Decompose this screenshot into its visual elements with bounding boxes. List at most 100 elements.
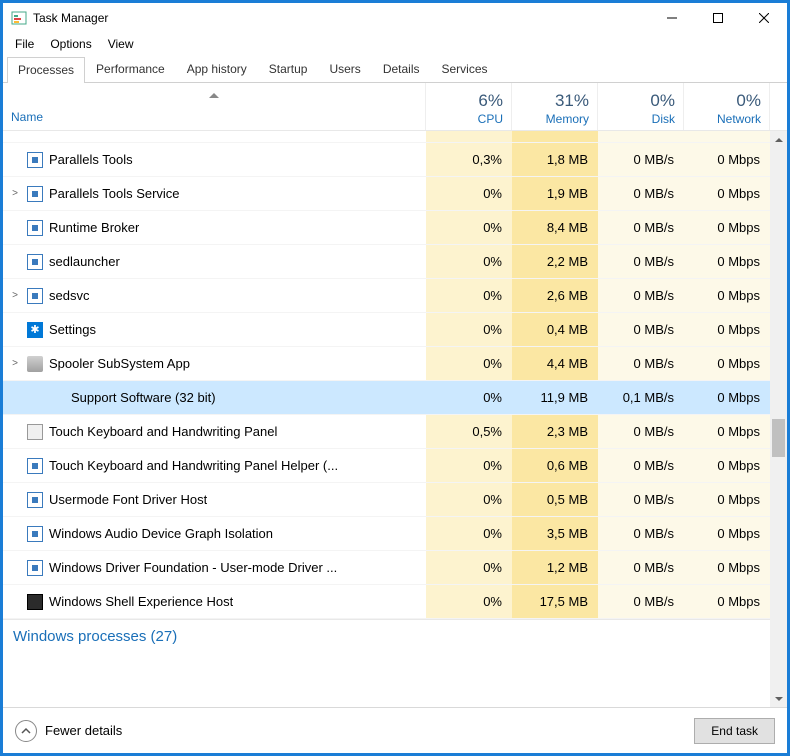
table-row[interactable]: > Spooler SubSystem App 0% 4,4 MB 0 MB/s… bbox=[3, 347, 770, 381]
cpu-percent: 6% bbox=[478, 91, 503, 111]
cpu-cell: 0% bbox=[426, 449, 512, 482]
network-cell: 0 Mbps bbox=[684, 449, 770, 482]
tab-app-history[interactable]: App history bbox=[176, 56, 258, 82]
scroll-down-icon[interactable] bbox=[770, 690, 787, 707]
column-network[interactable]: 0% Network bbox=[684, 83, 770, 130]
table-row[interactable]: Windows Driver Foundation - User-mode Dr… bbox=[3, 551, 770, 585]
process-name: Runtime Broker bbox=[49, 220, 139, 235]
column-cpu[interactable]: 6% CPU bbox=[426, 83, 512, 130]
cpu-cell: 0% bbox=[426, 483, 512, 516]
table-row[interactable]: Touch Keyboard and Handwriting Panel 0,5… bbox=[3, 415, 770, 449]
column-memory[interactable]: 31% Memory bbox=[512, 83, 598, 130]
tab-details[interactable]: Details bbox=[372, 56, 431, 82]
cpu-cell: 0% bbox=[426, 347, 512, 380]
window-controls bbox=[649, 3, 787, 33]
process-name-cell: > Parallels Tools Service bbox=[3, 177, 426, 210]
disk-cell: 0 MB/s bbox=[598, 551, 684, 584]
process-name-cell: > Spooler SubSystem App bbox=[3, 347, 426, 380]
process-name: sedlauncher bbox=[49, 254, 120, 269]
table-row[interactable]: Usermode Font Driver Host 0% 0,5 MB 0 MB… bbox=[3, 483, 770, 517]
content-area: Name 6% CPU 31% Memory 0% Disk 0% Networ… bbox=[3, 83, 787, 707]
expand-toggle[interactable]: > bbox=[9, 290, 21, 301]
disk-cell: 0 MB/s bbox=[598, 211, 684, 244]
app-default-icon bbox=[27, 492, 43, 508]
memory-label: Memory bbox=[546, 112, 589, 126]
process-name: Windows Shell Experience Host bbox=[49, 594, 233, 609]
tab-processes[interactable]: Processes bbox=[7, 57, 85, 83]
disk-cell: 0 MB/s bbox=[598, 245, 684, 278]
process-name-cell: Parallels Tools bbox=[3, 143, 426, 176]
app-default-icon bbox=[27, 288, 43, 304]
scroll-up-icon[interactable] bbox=[770, 131, 787, 148]
process-name-cell: sedlauncher bbox=[3, 245, 426, 278]
window-title: Task Manager bbox=[33, 11, 649, 25]
tab-startup[interactable]: Startup bbox=[258, 56, 319, 82]
process-name: Touch Keyboard and Handwriting Panel bbox=[49, 424, 277, 439]
cpu-cell: 0,5% bbox=[426, 415, 512, 448]
memory-cell: 1,2 MB bbox=[512, 551, 598, 584]
menu-options[interactable]: Options bbox=[44, 35, 97, 53]
menu-file[interactable]: File bbox=[9, 35, 40, 53]
disk-cell: 0 MB/s bbox=[598, 585, 684, 618]
tab-services[interactable]: Services bbox=[431, 56, 499, 82]
vertical-scrollbar[interactable] bbox=[770, 131, 787, 707]
network-cell: 0 Mbps bbox=[684, 517, 770, 550]
network-cell: 0 Mbps bbox=[684, 279, 770, 312]
table-row[interactable]: Support Software (32 bit) 0% 11,9 MB 0,1… bbox=[3, 381, 770, 415]
gear-icon: ✱ bbox=[27, 322, 43, 338]
app-default-icon bbox=[27, 152, 43, 168]
table-row[interactable]: Touch Keyboard and Handwriting Panel Hel… bbox=[3, 449, 770, 483]
end-task-button[interactable]: End task bbox=[694, 718, 775, 744]
disk-cell: 0 MB/s bbox=[598, 177, 684, 210]
menubar: File Options View bbox=[3, 33, 787, 55]
network-cell: 0 Mbps bbox=[684, 585, 770, 618]
printer-icon bbox=[27, 356, 43, 372]
table-row[interactable]: Parallels Tools 0,3% 1,8 MB 0 MB/s 0 Mbp… bbox=[3, 143, 770, 177]
memory-cell: 1,9 MB bbox=[512, 177, 598, 210]
table-row[interactable]: > sedsvc 0% 2,6 MB 0 MB/s 0 Mbps bbox=[3, 279, 770, 313]
tabbar: Processes Performance App history Startu… bbox=[3, 55, 787, 83]
app-icon bbox=[11, 10, 27, 26]
table-row-partial[interactable] bbox=[3, 131, 770, 143]
column-name[interactable]: Name bbox=[3, 83, 426, 130]
menu-view[interactable]: View bbox=[102, 35, 140, 53]
process-group-header[interactable]: Windows processes (27) bbox=[3, 619, 770, 653]
scroll-thumb[interactable] bbox=[772, 419, 785, 457]
expand-toggle[interactable]: > bbox=[9, 358, 21, 369]
fewer-details-button[interactable]: Fewer details bbox=[15, 720, 122, 742]
process-name-cell: Windows Driver Foundation - User-mode Dr… bbox=[3, 551, 426, 584]
memory-percent: 31% bbox=[555, 91, 589, 111]
process-list[interactable]: Parallels Tools 0,3% 1,8 MB 0 MB/s 0 Mbp… bbox=[3, 131, 770, 707]
disk-percent: 0% bbox=[650, 91, 675, 111]
memory-cell: 2,3 MB bbox=[512, 415, 598, 448]
memory-cell: 11,9 MB bbox=[512, 381, 598, 414]
tab-performance[interactable]: Performance bbox=[85, 56, 176, 82]
table-row[interactable]: Windows Shell Experience Host 0% 17,5 MB… bbox=[3, 585, 770, 619]
table-row[interactable]: Runtime Broker 0% 8,4 MB 0 MB/s 0 Mbps bbox=[3, 211, 770, 245]
maximize-button[interactable] bbox=[695, 3, 741, 33]
process-name: sedsvc bbox=[49, 288, 89, 303]
minimize-button[interactable] bbox=[649, 3, 695, 33]
titlebar[interactable]: Task Manager bbox=[3, 3, 787, 33]
tab-users[interactable]: Users bbox=[318, 56, 371, 82]
table-row[interactable]: > Parallels Tools Service 0% 1,9 MB 0 MB… bbox=[3, 177, 770, 211]
expand-toggle[interactable]: > bbox=[9, 188, 21, 199]
scroll-track[interactable] bbox=[770, 148, 787, 690]
network-cell: 0 Mbps bbox=[684, 381, 770, 414]
process-name: Settings bbox=[49, 322, 96, 337]
disk-cell: 0 MB/s bbox=[598, 313, 684, 346]
network-cell: 0 Mbps bbox=[684, 211, 770, 244]
disk-cell: 0 MB/s bbox=[598, 347, 684, 380]
table-row[interactable]: ✱ Settings 0% 0,4 MB 0 MB/s 0 Mbps bbox=[3, 313, 770, 347]
network-cell: 0 Mbps bbox=[684, 347, 770, 380]
column-disk[interactable]: 0% Disk bbox=[598, 83, 684, 130]
column-name-label: Name bbox=[11, 110, 43, 124]
table-row[interactable]: Windows Audio Device Graph Isolation 0% … bbox=[3, 517, 770, 551]
network-cell: 0 Mbps bbox=[684, 551, 770, 584]
table-row[interactable]: sedlauncher 0% 2,2 MB 0 MB/s 0 Mbps bbox=[3, 245, 770, 279]
close-button[interactable] bbox=[741, 3, 787, 33]
cpu-cell: 0,3% bbox=[426, 143, 512, 176]
process-name: Windows Audio Device Graph Isolation bbox=[49, 526, 273, 541]
shell-icon bbox=[27, 594, 43, 610]
task-manager-window: Task Manager File Options View Processes… bbox=[0, 0, 790, 756]
